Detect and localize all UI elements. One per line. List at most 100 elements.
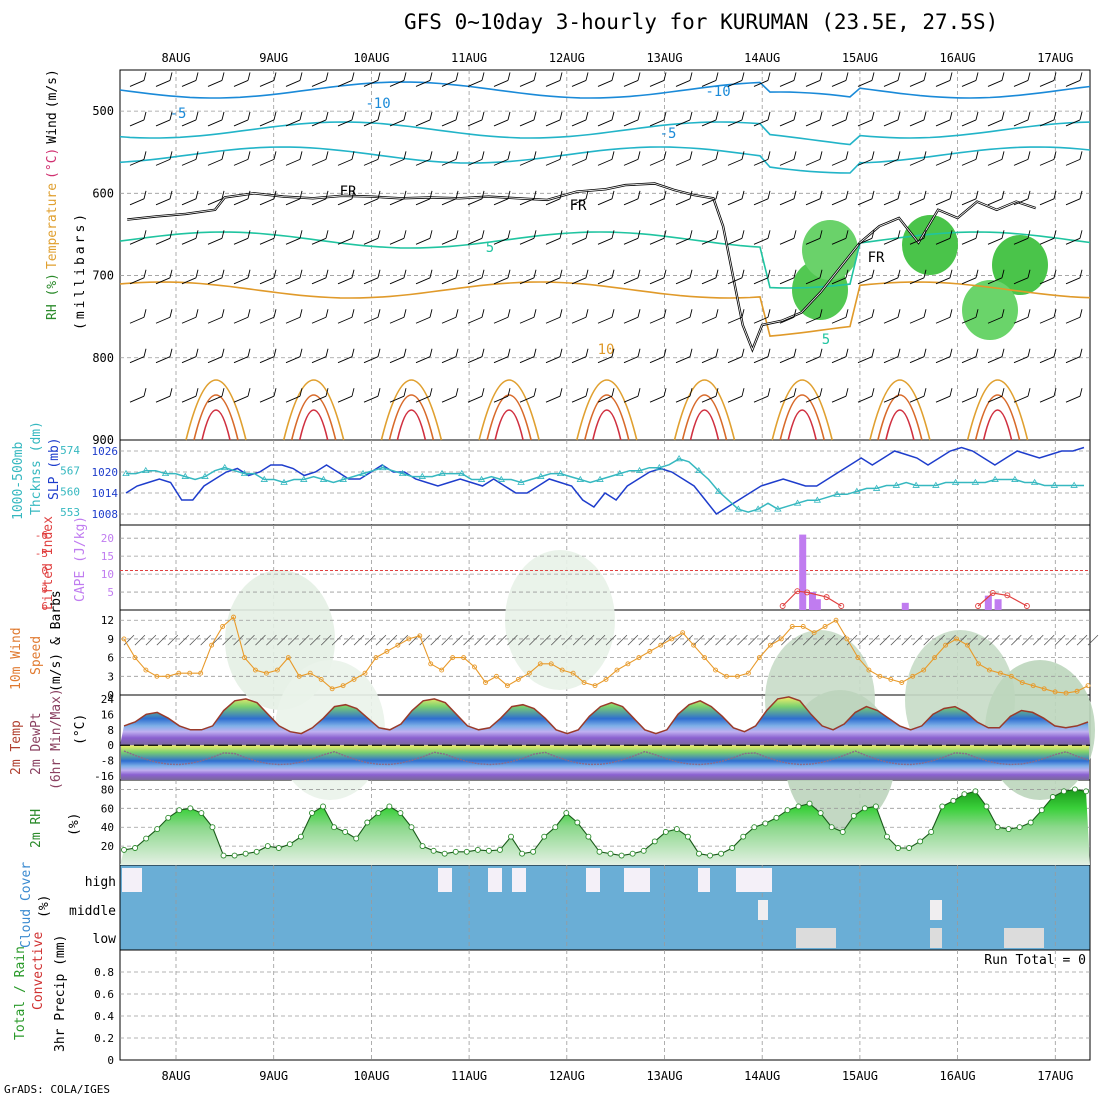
- wind-barb-feather: [195, 151, 199, 160]
- wind-barb: [493, 316, 509, 324]
- wind-barb-feather: [429, 72, 433, 81]
- wind-barb: [493, 277, 509, 285]
- wind-point: [373, 655, 379, 661]
- wind-barb-feather: [455, 348, 459, 357]
- cloud-high-block: [438, 868, 452, 892]
- wind-barb: [441, 316, 457, 324]
- wind-barb-feather: [1053, 348, 1057, 357]
- wind-barb: [259, 356, 275, 364]
- wind-barb: [207, 356, 223, 364]
- wind-barb-10m: [879, 634, 891, 646]
- cloud-mid-block: [930, 900, 942, 920]
- wind-barb-feather: [169, 72, 173, 81]
- wind-barb-10m: [288, 634, 299, 646]
- wind-barb: [233, 119, 249, 127]
- wind-barb: [935, 80, 951, 87]
- warm-contour: [486, 394, 532, 441]
- wind-barb: [337, 356, 353, 364]
- wind-barb-feather: [871, 72, 875, 81]
- wind-barb: [259, 395, 275, 403]
- wind-point: [406, 636, 412, 642]
- rh-point: [1071, 786, 1078, 793]
- rh-point: [154, 826, 161, 833]
- wind-barb: [727, 395, 743, 403]
- rh-point: [596, 848, 603, 855]
- wind-barb-feather: [273, 72, 277, 81]
- wind-barb: [545, 237, 561, 245]
- wind-barb-feather: [559, 72, 563, 81]
- wind-barb-feather: [585, 190, 589, 199]
- wind-barb: [493, 395, 509, 403]
- rh-point: [541, 833, 548, 840]
- wind-barb: [727, 198, 743, 206]
- wind-barb-feather: [819, 348, 823, 357]
- wind-barb: [961, 119, 977, 127]
- wind-barb-feather: [637, 111, 641, 121]
- thickness-tick-label: 553: [60, 506, 80, 519]
- wind-barb-10m: [550, 634, 562, 646]
- rh-point: [762, 820, 769, 827]
- wind-barb-10m: [277, 634, 288, 646]
- wind-barb: [285, 158, 301, 166]
- precip-ylabel-total: Total / Rain: [13, 946, 28, 1040]
- rh-point: [297, 833, 304, 840]
- wind-barb: [831, 395, 847, 403]
- wind-barb-feather: [949, 230, 953, 239]
- wind-barb: [805, 237, 821, 245]
- wind-barb-feather: [793, 230, 797, 239]
- wind-barb-10m: [430, 634, 442, 646]
- slp-tick-label: 1020: [92, 466, 119, 479]
- wind-barb-feather: [403, 72, 407, 81]
- wind-barb-feather: [741, 388, 745, 397]
- cape-bar: [994, 599, 1002, 610]
- wind-barb: [441, 395, 457, 403]
- wind-barb-feather: [715, 230, 719, 239]
- wind-barb-10m: [134, 634, 146, 646]
- wind-barb: [753, 198, 769, 206]
- wind-barb-feather: [975, 190, 979, 199]
- temp-tick-label: 16: [101, 708, 114, 721]
- temp-tick-label: -16: [94, 770, 114, 783]
- rh-point: [640, 847, 647, 854]
- rh-point: [928, 828, 935, 835]
- wind-barb-10m: [255, 634, 266, 646]
- li-tick-label: 6: [41, 600, 48, 613]
- wind-barb-feather: [611, 388, 615, 397]
- wind-barb: [961, 158, 977, 166]
- precip-tick-label: 0.8: [94, 966, 114, 979]
- wind-point: [658, 642, 664, 648]
- wind-barb-feather: [611, 72, 615, 81]
- wind-barb: [571, 158, 587, 166]
- wind-barb-feather: [637, 269, 641, 278]
- rh-point: [751, 824, 758, 831]
- wind-barb: [389, 119, 405, 127]
- warm-contour: [771, 379, 833, 441]
- wind-barb-10m: [770, 634, 781, 646]
- slp-tick-label: 1014: [92, 487, 119, 500]
- wind-barb-feather: [1001, 309, 1005, 318]
- wind-barb: [415, 158, 431, 166]
- wind-barb: [701, 119, 717, 127]
- wind-barb: [207, 80, 223, 87]
- rh-point: [286, 841, 293, 848]
- wind-barb: [1013, 80, 1029, 87]
- wind-barb: [831, 316, 847, 324]
- wind-barb-feather: [871, 111, 875, 121]
- wind-barb: [545, 119, 561, 127]
- wind-point: [285, 655, 291, 661]
- wind-barb: [935, 395, 951, 403]
- wind-barb-feather: [845, 151, 849, 160]
- rh-point: [165, 814, 172, 821]
- wind-barb-feather: [299, 151, 303, 160]
- wind-barb-feather: [247, 151, 251, 160]
- date-label-top: 17AUG: [1037, 51, 1073, 65]
- wind-barb-feather: [377, 269, 381, 278]
- wind-barb-feather: [455, 72, 459, 81]
- warm-contour: [982, 409, 1013, 441]
- wind-barb-feather: [663, 309, 667, 318]
- wind-barb: [207, 237, 223, 245]
- wind-barb: [1013, 198, 1029, 206]
- wind-barb: [519, 277, 535, 285]
- wind-barb-feather: [507, 269, 511, 278]
- wind-barb: [285, 356, 301, 364]
